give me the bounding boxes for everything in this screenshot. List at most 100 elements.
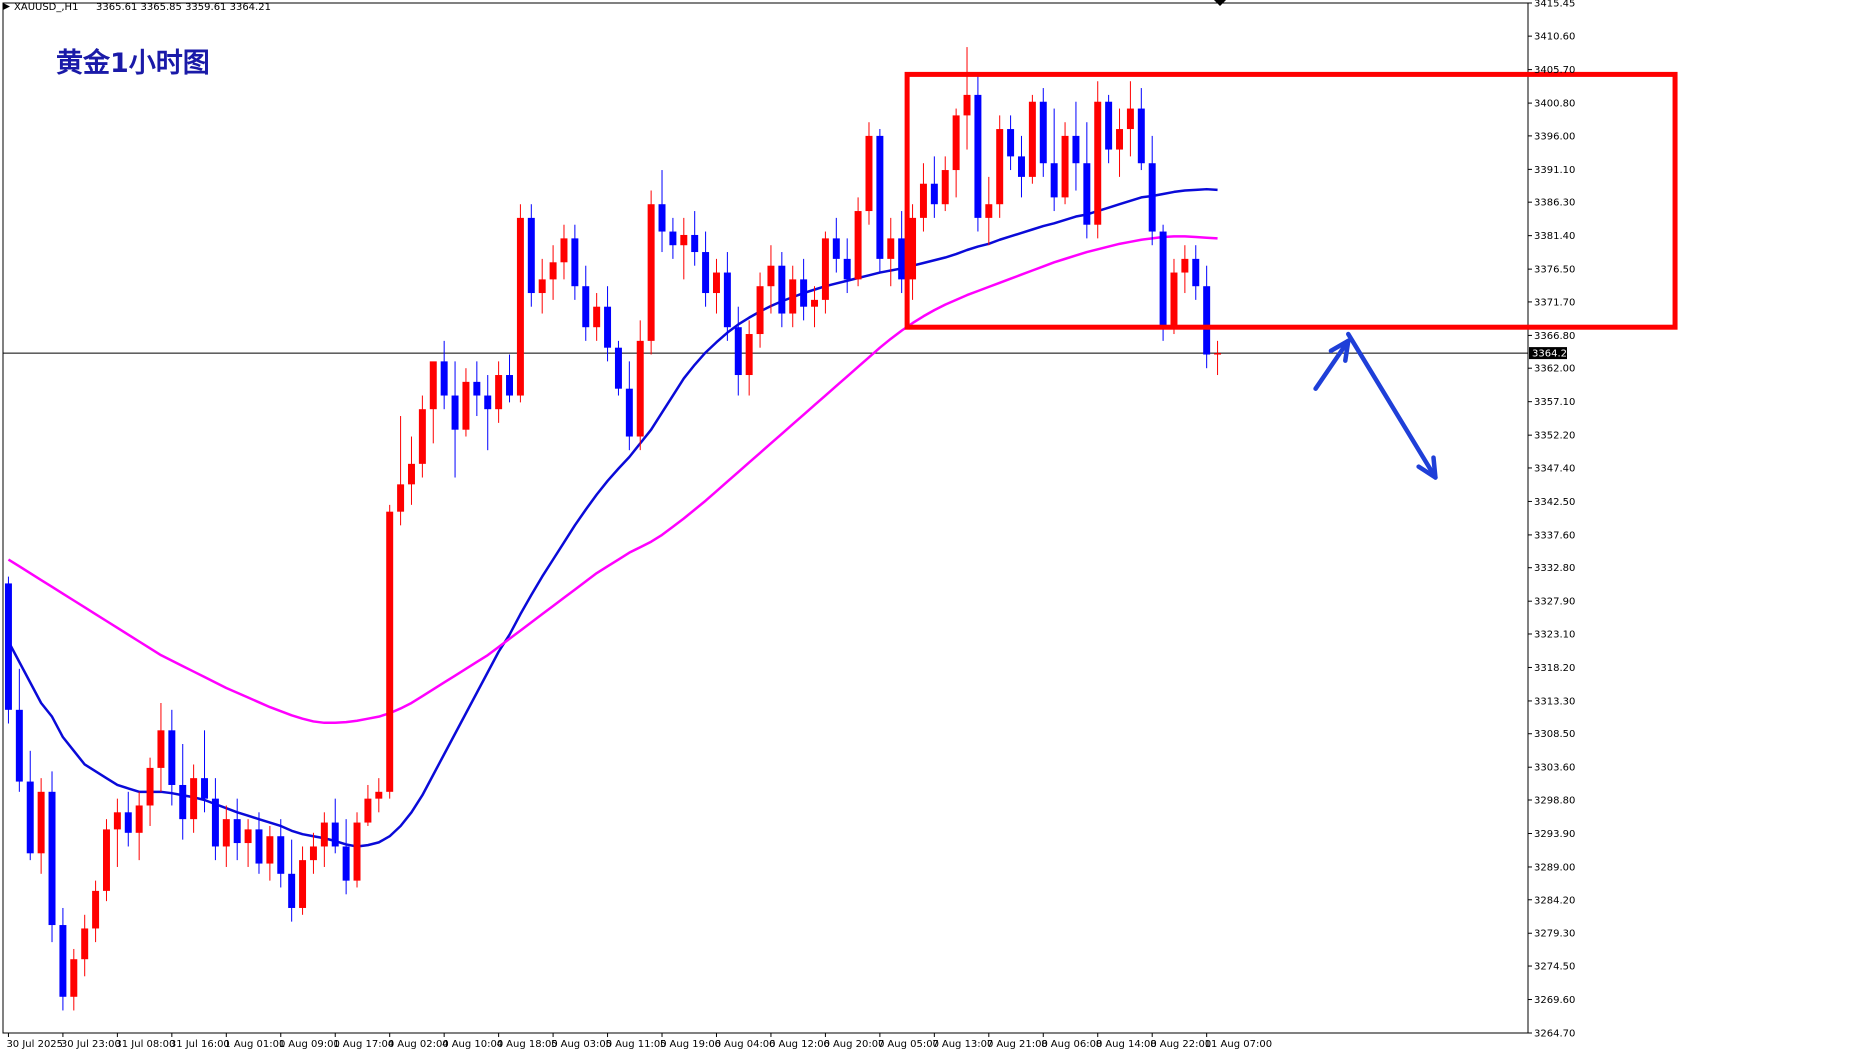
candle xyxy=(364,784,372,826)
candle-body xyxy=(495,375,503,410)
candle xyxy=(386,504,394,799)
chart-frame xyxy=(2,2,1529,1034)
candle xyxy=(288,839,296,922)
candle-body xyxy=(92,890,100,929)
candle xyxy=(37,778,45,874)
y-tick-label: 3337.60 xyxy=(1534,530,1575,541)
candle-body xyxy=(571,238,579,287)
x-tick-label: 6 Aug 04:00 xyxy=(714,1039,775,1050)
candle-body xyxy=(996,129,1004,205)
moving-averages xyxy=(7,187,1218,848)
shift-marker-icon[interactable] xyxy=(1214,0,1226,6)
candle-body xyxy=(1028,101,1036,177)
candle xyxy=(342,819,350,895)
candle xyxy=(734,306,742,396)
candle xyxy=(266,825,274,881)
x-tick-label: 8 Aug 14:00 xyxy=(1096,1039,1157,1050)
candle xyxy=(168,709,176,806)
candle-body xyxy=(331,822,339,847)
y-tick-label: 3327.90 xyxy=(1534,597,1575,608)
candle-body xyxy=(876,135,884,259)
candle xyxy=(952,108,960,198)
candle xyxy=(1126,81,1134,157)
candle xyxy=(571,224,579,300)
x-tick-label: 8 Aug 06:00 xyxy=(1041,1039,1102,1050)
candle-body xyxy=(832,238,840,259)
candle xyxy=(1214,340,1222,376)
candle-body xyxy=(560,238,568,263)
candle-body xyxy=(614,347,622,389)
candle-body xyxy=(440,361,448,396)
candle-body xyxy=(1214,353,1222,355)
candle-body xyxy=(288,873,296,908)
candle-body xyxy=(386,511,394,792)
candle xyxy=(919,163,927,232)
candle xyxy=(309,832,317,874)
candle-body xyxy=(745,334,753,376)
candle xyxy=(723,252,731,341)
candle-body xyxy=(15,709,23,782)
candle-body xyxy=(484,395,492,410)
candle-body xyxy=(756,286,764,335)
y-tick-label: 3332.80 xyxy=(1534,563,1575,574)
candle-body xyxy=(1137,108,1145,164)
candle-body xyxy=(549,262,557,280)
candle-body xyxy=(277,836,285,874)
x-tick-label: 1 Aug 17:00 xyxy=(333,1039,394,1050)
candle-body xyxy=(811,299,819,307)
y-tick-label: 3323.10 xyxy=(1534,629,1575,640)
candle xyxy=(680,217,688,280)
candle xyxy=(1083,122,1091,239)
x-tick-label: 1 Aug 01:00 xyxy=(224,1039,285,1050)
y-tick-label: 3415.45 xyxy=(1534,0,1575,10)
candle xyxy=(299,846,307,915)
candle xyxy=(201,730,209,813)
candle xyxy=(1050,108,1058,212)
candle-body xyxy=(429,361,437,410)
y-tick-label: 3289.00 xyxy=(1534,862,1575,873)
candle xyxy=(135,791,143,861)
candle-body xyxy=(320,822,328,847)
y-tick-label: 3366.80 xyxy=(1534,331,1575,342)
candle xyxy=(473,361,481,417)
x-tick-label: 5 Aug 03:00 xyxy=(551,1039,612,1050)
current-price-label: 3364.21 xyxy=(1532,349,1573,360)
annotations xyxy=(904,71,1678,480)
candle-body xyxy=(462,381,470,430)
candle-body xyxy=(887,238,895,259)
candle-body xyxy=(800,279,808,307)
candle-body xyxy=(941,170,949,205)
candle xyxy=(255,812,263,874)
candle-body xyxy=(1148,163,1156,232)
y-tick-label: 3396.00 xyxy=(1534,131,1575,142)
candle xyxy=(429,361,437,444)
candle-body xyxy=(451,395,459,430)
candle-body xyxy=(222,819,230,847)
candle xyxy=(549,245,557,300)
candle xyxy=(527,204,535,307)
candle xyxy=(974,74,982,232)
candle-body xyxy=(1126,108,1134,130)
candle xyxy=(898,211,906,294)
candle xyxy=(876,129,884,273)
candle-body xyxy=(48,791,56,926)
candle-body xyxy=(211,798,219,847)
candle xyxy=(930,156,938,218)
candle xyxy=(222,805,230,867)
candle-body xyxy=(70,959,78,997)
candle-body xyxy=(1181,258,1189,273)
price-axis[interactable]: 3415.45 3410.60 3405.70 3400.80 3396.00 3391.… xyxy=(1528,0,1575,1040)
candle xyxy=(1159,224,1167,341)
y-tick-label: 3376.50 xyxy=(1534,265,1575,276)
x-tick-label: 30 Jul 2025 xyxy=(6,1039,63,1050)
candle xyxy=(1094,81,1102,239)
x-tick-label: 7 Aug 21:00 xyxy=(987,1039,1048,1050)
y-tick-label: 3269.60 xyxy=(1534,995,1575,1006)
candle xyxy=(560,224,568,280)
candle-body xyxy=(919,183,927,218)
x-tick-label: 7 Aug 05:00 xyxy=(878,1039,939,1050)
candle-body xyxy=(190,778,198,820)
candle xyxy=(211,778,219,861)
